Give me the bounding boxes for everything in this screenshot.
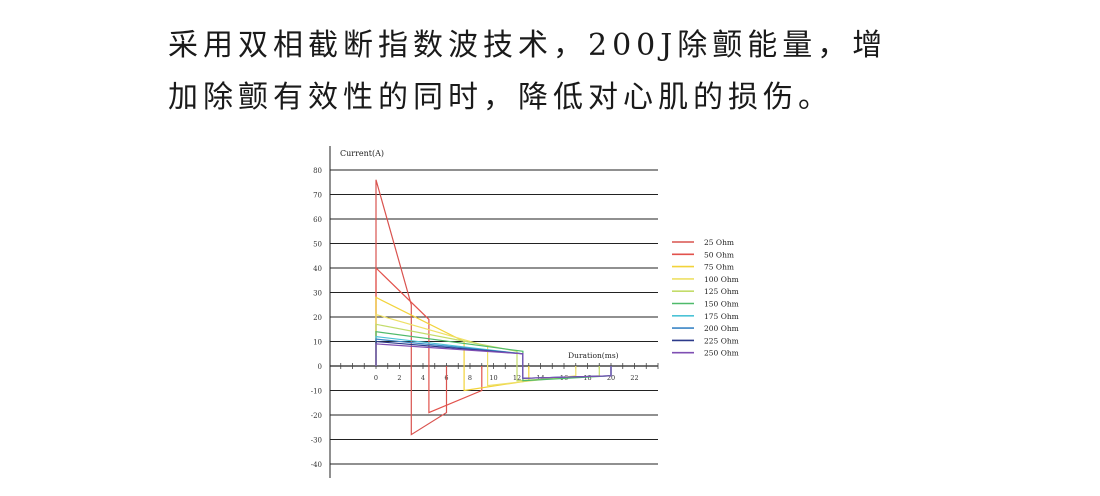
legend-label: 150 Ohm: [704, 300, 739, 309]
series-line: [375, 266, 483, 414]
y-tick-label: 60: [313, 216, 322, 224]
x-tick-label: 0: [374, 374, 378, 382]
x-axis-label: Duration(ms): [568, 351, 619, 360]
y-tick-label: 30: [313, 290, 322, 298]
x-tick-label: 2: [397, 374, 401, 382]
legend-label: 175 Ohm: [704, 312, 739, 321]
x-tick-label: 18: [583, 374, 591, 382]
y-tick-label: 80: [313, 167, 322, 175]
y-tick-label: 0: [318, 363, 322, 371]
caption-line-2: 加除颤有效性的同时，降低对心肌的损伤。: [168, 80, 833, 115]
legend-label: 50 Ohm: [704, 250, 734, 259]
series-line: [375, 313, 577, 387]
y-tick-label: 70: [313, 192, 322, 200]
legend-label: 100 Ohm: [704, 275, 739, 284]
legend-label: 200 Ohm: [704, 324, 739, 333]
y-tick-label: -40: [311, 461, 322, 469]
legend-label: 75 Ohm: [704, 263, 734, 272]
grid-lines: [330, 169, 658, 465]
legend-label: 250 Ohm: [704, 349, 739, 358]
legend-label: 25 Ohm: [704, 238, 734, 247]
legend-label: 225 Ohm: [704, 336, 739, 345]
x-tick-label: 8: [468, 374, 472, 382]
x-tick-label: 4: [421, 374, 425, 382]
y-tick-label: -30: [311, 437, 322, 445]
x-tick-label: 10: [489, 374, 497, 382]
x-tick-label: 22: [630, 374, 638, 382]
y-tick-label: 50: [313, 241, 322, 249]
series-line: [375, 343, 612, 379]
y-tick-label: -10: [311, 388, 322, 396]
legend-label: 125 Ohm: [704, 287, 739, 296]
defibrillation-waveform-chart: 80 70 60 50 40 30 20 10 0 -10 -20 -30 -40 Current(A) 0…: [311, 146, 739, 478]
y-tick-label: 20: [313, 314, 322, 322]
y-tick-label: 40: [313, 265, 322, 273]
axes: 80 70 60 50 40 30 20 10 0 -10 -20 -30 -40 Current(A) 0…: [311, 146, 659, 478]
caption-line-1: 采用双相截断指数波技术，200J除颤能量，增: [168, 28, 888, 63]
series-lines: [375, 179, 612, 436]
series-line: [375, 179, 448, 436]
y-tick-label: 10: [313, 339, 322, 347]
x-tick-label: 20: [607, 374, 615, 382]
y-tick-label: -20: [311, 412, 322, 420]
y-axis-label: Current(A): [340, 149, 384, 158]
legend: 25 Ohm 50 Ohm 75 Ohm 100 Ohm 125 Ohm 150 Ohm 1…: [672, 238, 739, 358]
